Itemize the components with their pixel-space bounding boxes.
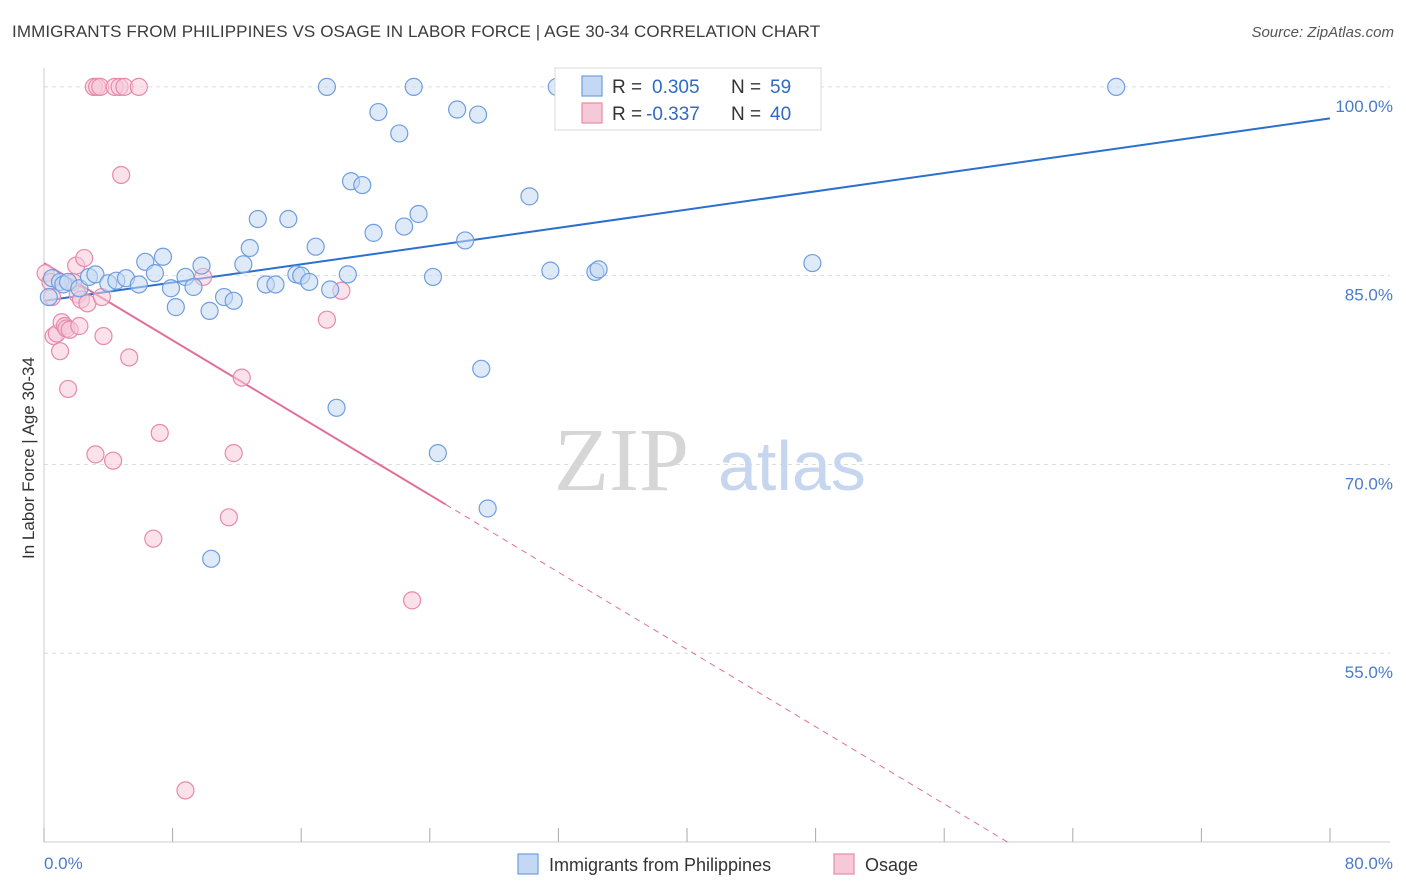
x-tick-label: 0.0% [44,854,83,873]
data-point-philippines [306,237,325,256]
data-point-philippines [200,301,219,320]
data-point-philippines [161,279,181,298]
tick-labels: 55.0% 70.0% 85.0% 100.0% 0.0% 80.0% [44,97,1393,873]
y-tick-label: 100.0% [1335,97,1393,116]
data-point-philippines [248,209,267,229]
gridlines [44,86,1390,654]
legend-blue-swatch [581,75,603,97]
trend-line-osage-projection [445,504,1008,843]
data-point-philippines [338,265,357,284]
trend-line-philippines [43,117,1331,302]
legend-pink-r-label: R = [612,104,642,125]
data-point-philippines [448,100,467,119]
legend-bottom-pink-label: Osage [865,855,918,875]
chart-title: IMMIGRANTS FROM PHILIPPINES VS OSAGE IN … [12,22,821,41]
data-point-philippines [279,209,298,229]
data-point-philippines [166,298,185,317]
data-point-osage [219,508,238,527]
series-osage [36,77,422,800]
legend-pink-n-label: N = [731,104,761,125]
data-point-osage [59,379,78,399]
data-point-osage [150,423,169,443]
data-point-philippines [423,267,443,287]
data-point-philippines [39,287,58,307]
data-point-philippines [327,398,346,417]
data-point-philippines [86,265,105,284]
data-point-philippines [369,102,388,122]
series-philippines [39,77,1126,568]
data-point-philippines [472,359,491,378]
data-point-philippines [390,124,409,143]
data-point-osage [112,165,131,185]
data-point-philippines [364,223,383,242]
data-point-philippines [321,280,340,299]
data-point-philippines [129,275,148,294]
y-axis-label: In Labor Force | Age 30-34 [19,357,38,559]
data-point-philippines [184,277,203,297]
data-point-osage [120,348,139,367]
data-point-osage [129,77,148,96]
data-point-philippines [478,499,497,518]
data-point-philippines [589,260,608,279]
data-point-philippines [468,105,488,124]
watermark-zip: ZIP [554,411,689,510]
data-point-philippines [145,264,165,283]
legend-blue-n-label: N = [731,77,761,98]
legend-blue-r-label: R = [612,77,642,98]
watermark: ZIP atlas [554,411,866,510]
data-point-philippines [541,261,560,280]
y-tick-label: 70.0% [1345,474,1393,493]
watermark-atlas: atlas [718,427,866,505]
data-point-philippines [409,204,428,224]
data-point-osage [176,781,195,800]
data-point-osage [86,445,105,464]
data-point-osage [144,529,163,548]
data-point-osage [94,326,113,346]
data-point-osage [232,368,251,387]
legend-top: R = 0.305 N = 59 R = -0.337 N = 40 [554,67,822,131]
legend-blue-r-value: 0.305 [652,77,700,98]
data-point-philippines [153,247,173,266]
chart-source: Source: ZipAtlas.com [1251,24,1394,41]
data-point-philippines [404,77,423,96]
data-point-osage [104,451,123,470]
legend-bottom-blue-swatch [517,853,539,875]
data-point-osage [224,444,243,463]
data-point-philippines [803,253,822,273]
data-point-philippines [202,549,221,568]
data-point-osage [70,316,89,336]
data-point-philippines [234,255,253,274]
data-point-philippines [192,256,211,275]
y-tick-label: 85.0% [1345,286,1393,305]
data-point-philippines [456,231,475,250]
data-point-philippines [394,217,414,236]
legend-bottom-blue-label: Immigrants from Philippines [549,855,771,875]
data-point-philippines [1107,77,1126,96]
data-point-osage [50,342,70,361]
legend-pink-swatch [581,102,603,124]
x-tick-label: 80.0% [1345,854,1393,873]
data-point-philippines [428,444,447,463]
axes [43,68,1390,843]
data-point-philippines [353,175,372,195]
legend-pink-n-value: 40 [770,104,791,125]
data-point-philippines [224,291,243,310]
data-point-osage [75,248,94,268]
data-point-philippines [266,275,285,294]
data-point-osage [317,310,337,329]
legend-pink-r-value: -0.337 [646,104,700,125]
data-point-philippines [300,272,319,292]
data-point-philippines [317,77,337,96]
data-point-osage [403,591,422,610]
y-tick-label: 55.0% [1345,663,1393,682]
data-point-philippines [240,238,259,258]
legend-blue-n-value: 59 [770,77,791,98]
legend-bottom: Immigrants from Philippines Osage [517,853,918,875]
legend-bottom-pink-swatch [833,853,855,875]
data-point-philippines [520,187,539,206]
